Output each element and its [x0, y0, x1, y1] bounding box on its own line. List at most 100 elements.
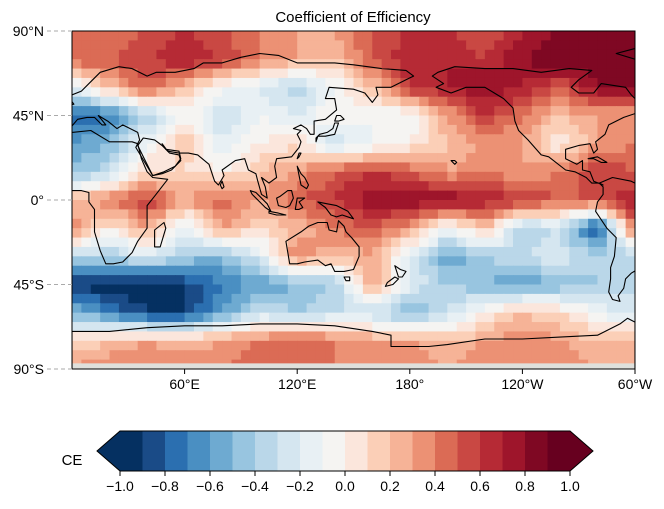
- field-cell: [231, 96, 242, 107]
- field-cell: [475, 31, 486, 41]
- field-cell: [531, 77, 542, 88]
- field-cell: [269, 96, 280, 107]
- field-cell: [484, 293, 495, 304]
- field-cell: [81, 237, 92, 248]
- field-cell: [250, 134, 261, 145]
- field-cell: [203, 40, 214, 51]
- field-cell: [484, 256, 495, 267]
- field-cell: [287, 40, 298, 51]
- field-cell: [100, 162, 111, 173]
- field-cell: [466, 322, 477, 333]
- field-cell: [297, 331, 308, 342]
- field-cell: [428, 228, 439, 239]
- field-cell: [344, 181, 355, 192]
- field-cell: [278, 40, 289, 51]
- field-cell: [588, 312, 599, 323]
- field-cell: [334, 284, 345, 295]
- x-axis-ticks: 60°E 120°E 180° 120°W 60°W: [169, 369, 653, 392]
- field-cell: [81, 200, 92, 210]
- field-cell: [240, 77, 251, 88]
- field-cell: [193, 246, 204, 257]
- field-cell: [372, 331, 383, 342]
- field-cell: [456, 171, 467, 182]
- field-cell: [437, 31, 448, 41]
- field-cell: [287, 340, 298, 351]
- field-cell: [475, 303, 486, 314]
- field-cell: [503, 200, 514, 210]
- field-cell: [109, 218, 120, 229]
- field-cell: [400, 293, 411, 304]
- field-cell: [503, 303, 514, 314]
- field-cell: [381, 256, 392, 267]
- field-cell: [222, 153, 233, 164]
- field-cell: [391, 218, 402, 229]
- field-cell: [541, 331, 552, 342]
- field-cell: [625, 284, 635, 295]
- field-cell: [409, 312, 420, 323]
- field-cell: [344, 275, 355, 286]
- field-cell: [456, 228, 467, 239]
- field-cell: [147, 40, 158, 51]
- field-cell: [597, 265, 608, 276]
- field-cell: [156, 200, 167, 210]
- field-cell: [588, 331, 599, 342]
- field-cell: [419, 87, 430, 98]
- field-cell: [175, 331, 186, 342]
- field-cell: [250, 153, 261, 164]
- field-cell: [278, 331, 289, 342]
- field-cell: [231, 181, 242, 192]
- field-cell: [165, 284, 176, 295]
- field-cell: [184, 143, 195, 154]
- field-cell: [550, 275, 561, 286]
- field-cell: [278, 143, 289, 154]
- field-cell: [212, 293, 223, 304]
- field-cell: [381, 171, 392, 182]
- field-cell: [128, 181, 139, 192]
- field-cell: [550, 200, 561, 210]
- field-cell: [306, 77, 317, 88]
- field-cell: [541, 340, 552, 351]
- field-cell: [437, 134, 448, 145]
- field-cell: [353, 162, 364, 173]
- field-cell: [278, 237, 289, 248]
- field-cell: [353, 228, 364, 239]
- field-cell: [231, 68, 242, 79]
- field-cell: [522, 340, 533, 351]
- field-cell: [531, 312, 542, 323]
- field-cell: [475, 143, 486, 154]
- field-cell: [419, 265, 430, 276]
- field-cell: [81, 265, 92, 276]
- field-cell: [456, 59, 467, 70]
- field-cell: [588, 59, 599, 70]
- field-cell: [278, 350, 289, 361]
- field-cell: [72, 265, 82, 276]
- colorbar-bin: [390, 431, 413, 471]
- colorbar-bin: [435, 431, 458, 471]
- field-cell: [409, 331, 420, 342]
- field-cell: [147, 284, 158, 295]
- field-cell: [559, 87, 570, 98]
- field-cell: [137, 228, 148, 239]
- field-cell: [409, 181, 420, 192]
- field-cell: [315, 124, 326, 135]
- field-cell: [625, 153, 635, 164]
- field-cell: [391, 106, 402, 117]
- field-cell: [616, 228, 627, 239]
- field-cell: [334, 143, 345, 154]
- field-cell: [531, 228, 542, 239]
- field-cell: [344, 209, 355, 220]
- field-cell: [625, 340, 635, 351]
- sumatra-coastline: [249, 190, 272, 212]
- field-cell: [597, 106, 608, 117]
- field-cell: [231, 162, 242, 173]
- field-cell: [456, 303, 467, 314]
- field-cell: [203, 87, 214, 98]
- field-cell: [531, 209, 542, 220]
- field-cell: [391, 153, 402, 164]
- field-cell: [325, 59, 336, 70]
- field-cell: [156, 218, 167, 229]
- field-cell: [503, 49, 514, 60]
- field-cell: [419, 134, 430, 145]
- field-cell: [325, 228, 336, 239]
- field-cell: [212, 228, 223, 239]
